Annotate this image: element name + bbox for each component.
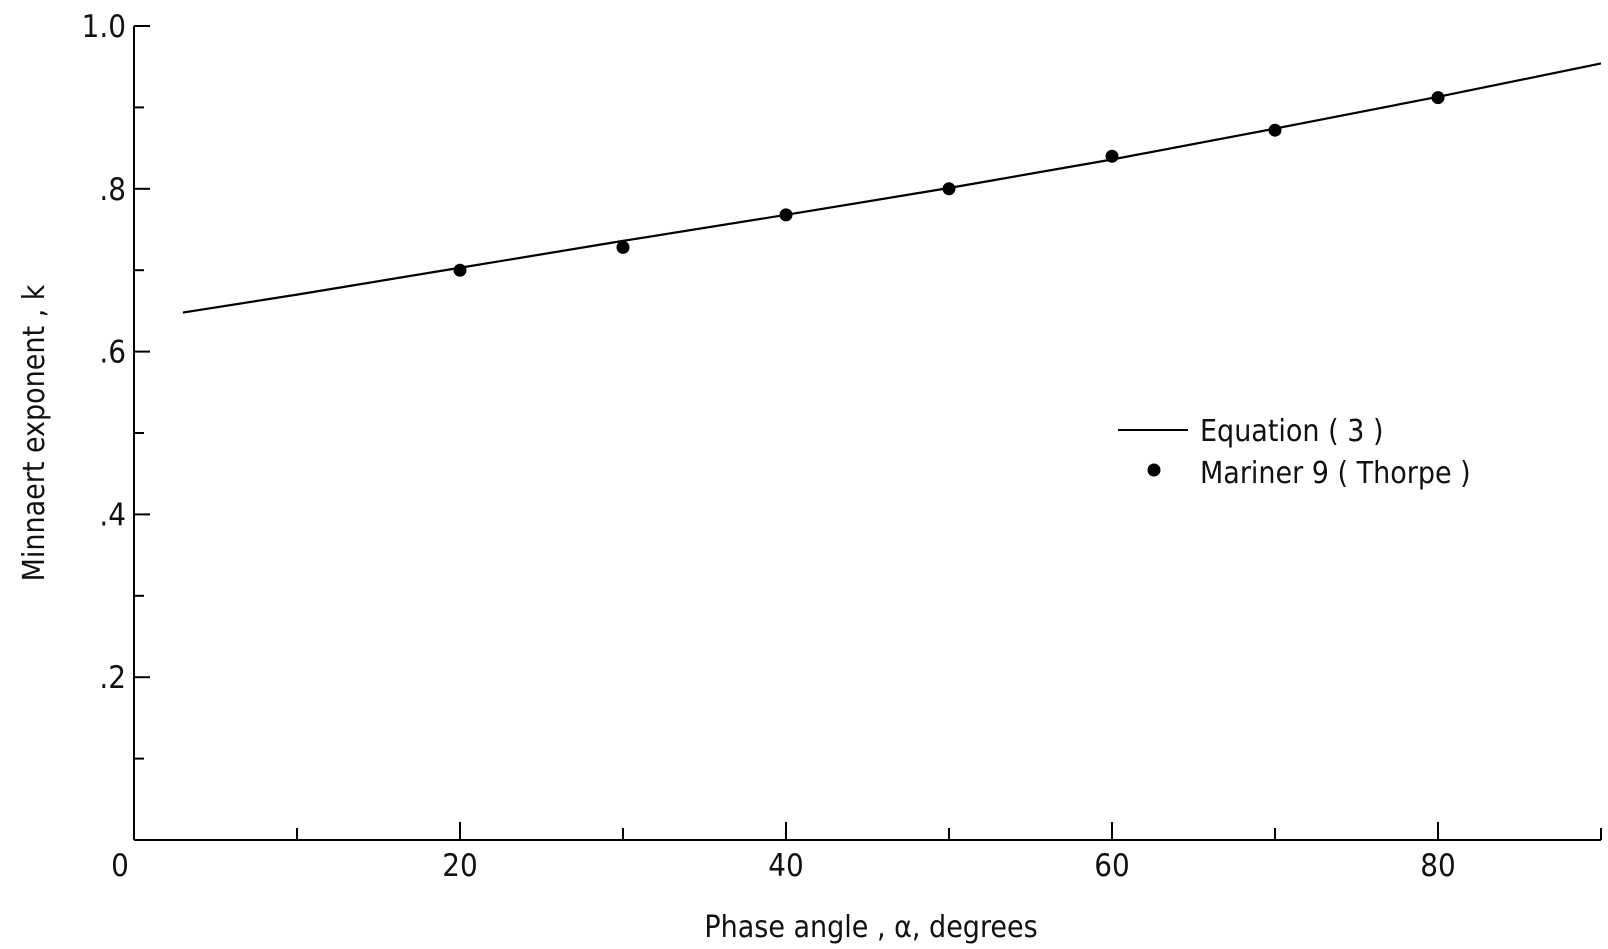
data-point-mariner bbox=[942, 182, 956, 196]
legend-dot-swatch bbox=[1147, 463, 1161, 477]
data-point-mariner bbox=[1431, 91, 1445, 105]
y-tick-label: .6 bbox=[99, 335, 126, 371]
data-point-mariner bbox=[1268, 123, 1282, 137]
series-line-equation bbox=[182, 62, 1602, 314]
tick-labels: 0 20 40 60 80 .2 .4 .6 .8 1.0 bbox=[82, 9, 1456, 884]
y-tick-label: .4 bbox=[99, 497, 126, 533]
data-point-mariner bbox=[616, 240, 630, 254]
series-layer bbox=[182, 62, 1602, 314]
legend-label-equation: Equation ( 3 ) bbox=[1200, 414, 1383, 449]
x-axis-title: Phase angle , α, degrees bbox=[704, 910, 1037, 945]
y-tick-label: .2 bbox=[99, 660, 126, 696]
x-tick-label: 40 bbox=[768, 848, 803, 884]
data-point-mariner bbox=[779, 208, 793, 222]
y-tick-label: .8 bbox=[99, 172, 126, 208]
x-tick-label: 60 bbox=[1094, 848, 1129, 884]
y-axis-title: Minnaert exponent , k bbox=[17, 284, 52, 581]
x-tick-label: 80 bbox=[1420, 848, 1455, 884]
x-tick-label: 0 bbox=[111, 848, 129, 884]
data-point-mariner bbox=[453, 263, 467, 277]
legend-label-mariner: Mariner 9 ( Thorpe ) bbox=[1200, 456, 1471, 491]
y-tick-label: 1.0 bbox=[82, 9, 126, 45]
data-point-mariner bbox=[1105, 149, 1119, 163]
legend: Equation ( 3 ) Mariner 9 ( Thorpe ) bbox=[1118, 414, 1471, 491]
ticks bbox=[134, 25, 1602, 840]
x-tick-label: 20 bbox=[442, 848, 477, 884]
